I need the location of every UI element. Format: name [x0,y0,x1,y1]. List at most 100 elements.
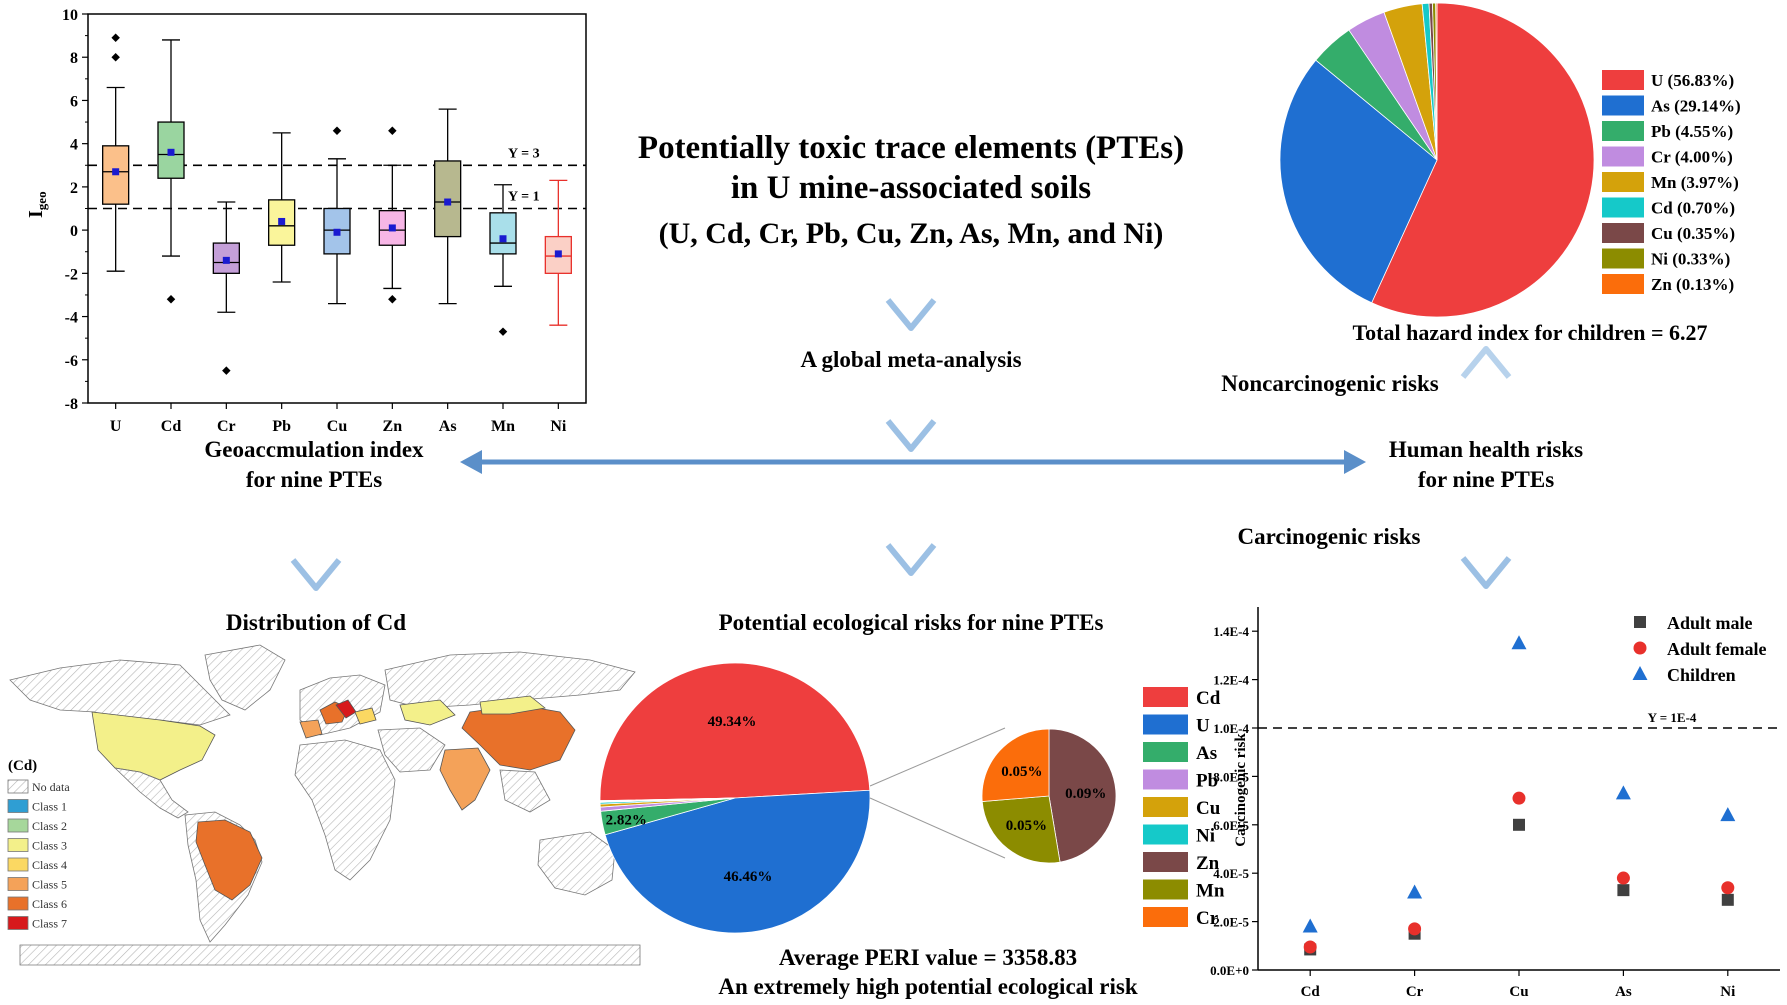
flow-arrow-down-3 [885,489,937,576]
box-outlier [332,126,342,135]
scatter-xtick-label: Cr [1406,984,1424,1000]
boxplot-ytick-label: 0 [70,223,78,240]
health-risk-label-2: for nine PTEs [1418,467,1554,492]
scatter-ytick-label: 0.0E+0 [1210,963,1249,978]
map-legend-label: No data [32,780,70,794]
box-outlier [222,366,231,375]
scatter-ylabel: Carcinogenic risk [1233,733,1249,847]
peri-detail-label: 0.09% [1065,786,1106,802]
igeo-label-2: for nine PTEs [246,467,382,492]
boxplot-ytick-label: 10 [62,7,78,24]
box-mean-marker [112,168,120,176]
scatter-point-square [1721,893,1734,906]
hazard-legend-swatch [1602,172,1644,192]
map-legend-label: Class 1 [32,800,67,814]
boxplot-ytick-label: 2 [70,180,78,197]
peri-detail-slice-Cr [981,728,1050,802]
peri-legend-label: Pb [1196,771,1218,792]
peri-legend-label: Cr [1196,908,1219,929]
scatter-xtick-label: As [1615,984,1632,1000]
box-mean-marker [388,224,396,232]
hazard-legend-label: Cu (0.35%) [1651,224,1735,243]
peri-legend-label: Ni [1196,826,1215,847]
map-legend-label: Class 6 [32,897,67,911]
hazard-legend-label: Ni (0.33%) [1651,250,1730,269]
scatter-ytick-label: 2.0E-5 [1213,915,1249,930]
map-legend-swatch [7,877,29,891]
scatter-legend-label: Adult male [1667,613,1753,633]
scatter-ytick-label: 8.0E-5 [1213,769,1249,784]
peri-slice-Cr [599,797,736,802]
map-brazil [195,819,263,901]
map-canada [9,659,231,726]
scatter-ytick-label: 1.2E-4 [1213,673,1249,688]
peri-legend-swatch [1143,824,1188,845]
hazard-legend-label: U (56.83%) [1651,71,1734,90]
peri-pie-chart: 49.34% 46.46% 2.82% [599,662,1006,934]
hazard-legend-swatch [1602,95,1644,116]
boxplot-xtick-label: As [439,418,457,435]
cd-distribution-title: Distribution of Cd [226,610,406,635]
boxplot-ytick-label: -4 [65,310,78,327]
peri-legend-swatch [1143,879,1188,900]
peri-detail-slice-Mn [981,795,1061,864]
box-mean-marker [222,256,230,264]
peri-risk-label: An extremely high potential ecological r… [718,974,1137,999]
map-mongolia [479,695,546,715]
peri-connector-line [869,727,1006,787]
peri-title: Potential ecological risks for nine PTEs [719,610,1104,635]
peri-legend-swatch [1143,714,1188,735]
box-outlier [498,327,508,336]
scatter-point-triangle [1407,884,1423,899]
hazard-legend-swatch [1602,248,1644,269]
peri-slice-Cd [599,662,871,802]
boxplot-ytick-label: 4 [70,137,78,154]
map-usa [91,711,216,781]
boxplot-ytick-label: 8 [70,50,78,67]
box-U [102,145,130,205]
box-mean-marker [499,235,507,243]
boxplot-reference-label: Y = 1 [508,190,540,205]
cd-world-map: (Cd) No data Class 1 Class 2 Class 3 Class 4 C… [7,644,641,966]
scatter-point-triangle [1302,918,1318,933]
boxplot-ytick-label: -2 [65,266,78,283]
scatter-legend-marker [1632,666,1648,680]
scatter-point-square [1513,818,1525,831]
scatter-point-triangle [1511,635,1527,650]
scatter-point-circle [1303,940,1317,954]
map-legend-title: (Cd) [8,758,37,774]
map-legend-swatch [7,896,29,911]
scatter-xtick-label: Cd [1301,984,1321,1000]
map-legend-label: Class 2 [32,819,67,833]
peri-legend-swatch [1143,852,1188,872]
box-outlier [388,295,397,304]
box-outlier [166,295,176,304]
scatter-point-triangle [1720,807,1736,822]
peri-legend-label: Cd [1196,688,1221,709]
peri-slice-label: 2.82% [606,813,647,829]
scatter-point-circle [1616,871,1630,885]
hazard-legend-label: Mn (3.97%) [1651,173,1739,192]
box-Mn [489,212,517,255]
carcinogenic-label: Carcinogenic risks [1238,524,1421,549]
hazard-pie-legend: U (56.83%) As (29.14%) Pb (4.55%) Cr (4.00%… [1602,70,1741,294]
boxplot-ylabel: Igeo [25,191,49,218]
igeo-boxplot: -8 -6 -4 -2 0 2 4 6 8 10 Igeo Y = 3 Y = 1 U Cd Cr Pb Cu Zn… [25,7,587,435]
map-mexico [113,767,189,819]
hazard-legend-swatch [1602,223,1644,243]
title-line-1: Potentially toxic trace elements (PTEs) [638,130,1184,166]
scatter-reference-label: Y = 1E-4 [1648,710,1697,725]
hazard-legend-label: Cr (4.00%) [1651,148,1733,167]
scatter-point-triangle [1615,785,1631,800]
boxplot-ytick-label: -6 [65,353,78,370]
peri-legend-label: U [1196,716,1210,737]
map-africa [294,739,396,881]
map-legend-label: Class 7 [32,917,67,931]
box-outlier [111,33,120,43]
peri-legend-label: Mn [1196,881,1225,902]
scatter-ytick-label: 6.0E-5 [1213,818,1249,833]
double-arrow-horizontal [460,450,1366,474]
hazard-legend-swatch [1602,274,1644,294]
hazard-legend-label: Cd (0.70%) [1651,199,1735,218]
